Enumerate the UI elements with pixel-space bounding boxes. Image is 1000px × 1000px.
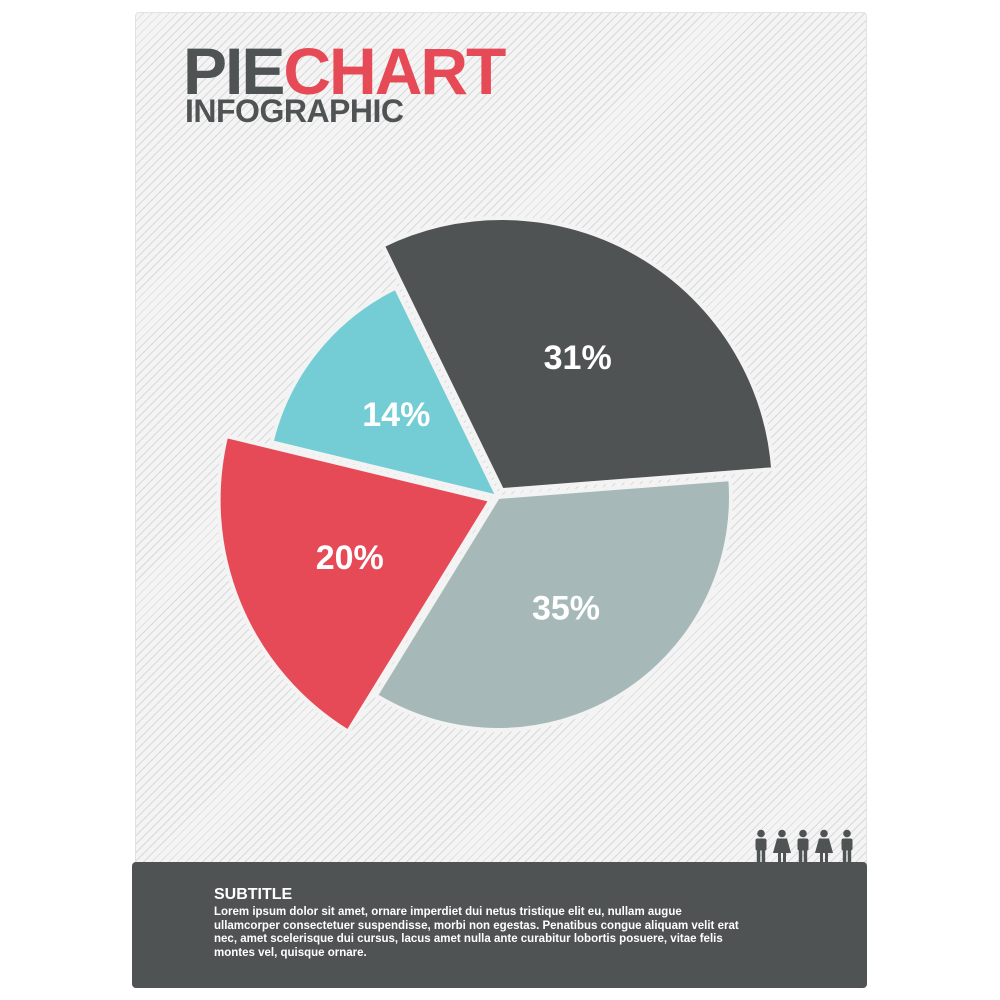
person-icon (755, 829, 767, 862)
person-icon (797, 829, 809, 862)
footer-body-text: Lorem ipsum dolor sit amet, ornare imper… (214, 906, 739, 959)
footer-panel: SUBTITLE Lorem ipsum dolor sit amet, orn… (132, 862, 867, 988)
footer-title: SUBTITLE (214, 886, 293, 903)
person-icon (773, 829, 791, 862)
pie-slice-label: 31% (544, 339, 612, 377)
pie-slice-35 (373, 477, 733, 732)
pie-slice-label: 20% (316, 539, 384, 577)
person-icon (841, 829, 853, 862)
page-subtitle: INFOGRAPHIC (185, 93, 404, 129)
pie-slice-label: 14% (362, 396, 430, 434)
title-part-chart: CHART (283, 34, 506, 108)
title-part-pie: PIE (183, 34, 285, 108)
pie-slice-31 (380, 216, 776, 493)
people-group-icon (755, 829, 853, 862)
pie-slice-20 (216, 434, 493, 734)
pie-slice-14 (269, 285, 500, 499)
person-icon (815, 829, 833, 862)
pie-slice-label: 35% (532, 589, 600, 627)
page-title: PIECHART (183, 38, 506, 104)
